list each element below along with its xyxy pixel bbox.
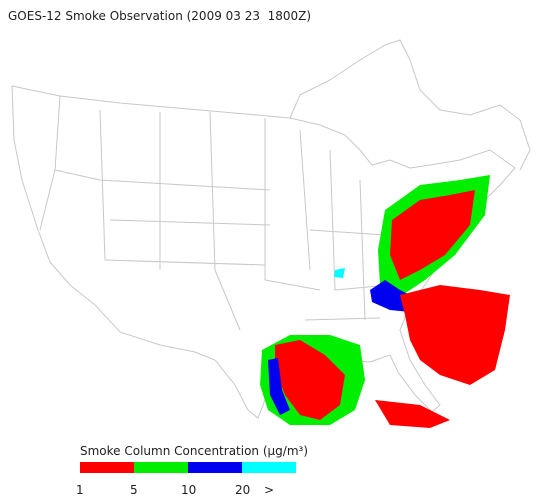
canada-outline bbox=[289, 39, 531, 171]
map-title: GOES-12 Smoke Observation (2009 03 23 18… bbox=[8, 9, 311, 23]
legend-swatch bbox=[134, 462, 188, 473]
smoke-red bbox=[390, 190, 475, 280]
smoke-red bbox=[400, 285, 510, 385]
legend-swatch bbox=[80, 462, 134, 473]
legend-label: 10 bbox=[181, 483, 196, 497]
legend-label: > bbox=[264, 483, 274, 497]
us-outline bbox=[11, 85, 516, 419]
smoke-red bbox=[375, 400, 450, 428]
smoke-blue bbox=[268, 358, 290, 415]
smoke-red bbox=[275, 340, 345, 420]
legend-label: 1 bbox=[76, 483, 84, 497]
legend: 1 5 10 20 > bbox=[76, 462, 296, 497]
state-lines bbox=[39, 95, 391, 331]
legend-label: 20 bbox=[235, 483, 250, 497]
smoke-areas bbox=[260, 175, 510, 428]
legend-label: 5 bbox=[130, 483, 138, 497]
basemap bbox=[11, 39, 531, 419]
legend-title: Smoke Column Concentration (µg/m³) bbox=[80, 444, 308, 458]
legend-swatch bbox=[242, 462, 296, 473]
smoke-cyan bbox=[334, 268, 345, 278]
legend-swatch bbox=[188, 462, 242, 473]
